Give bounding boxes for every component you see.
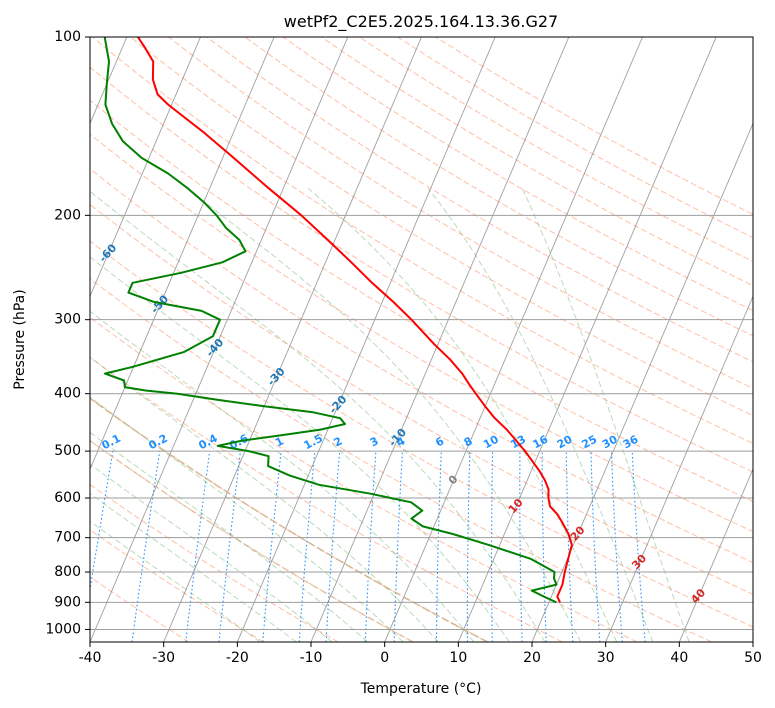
y-tick-label: 800 [54, 564, 81, 580]
mixing-ratio-label: 20 [555, 433, 575, 452]
dry-adiabat [205, 37, 753, 363]
moist-adiabat [90, 463, 333, 642]
y-tick-label: 700 [54, 530, 81, 546]
mixing-ratio-line [262, 451, 282, 642]
isotherm-line [236, 37, 496, 642]
isotherm-line [531, 122, 753, 642]
mixing-ratio-label: 36 [621, 433, 641, 452]
moist-adiabat [427, 187, 654, 642]
x-tick-label: 40 [670, 650, 688, 666]
dry-adiabat [90, 99, 753, 502]
isotherm-line [605, 295, 753, 642]
moist-adiabat [90, 190, 546, 642]
y-tick-label: 400 [54, 386, 81, 402]
temperature-line [137, 37, 573, 603]
mixing-ratio-label: 25 [580, 433, 600, 452]
x-tick-label: -30 [152, 650, 175, 666]
chart-title: wetPf2_C2E5.2025.164.13.36.G27 [284, 12, 558, 32]
dry-adiabat [320, 37, 753, 287]
moist-adiabat [186, 187, 582, 642]
dry-adiabat [90, 316, 638, 642]
x-tick-label: 30 [597, 650, 615, 666]
axes: -40 -30 -20 -10 0 10 20 30 40 50 100 200 300 400 500 60… [45, 29, 762, 666]
y-tick-label: 600 [54, 490, 81, 506]
x-tick-label: -10 [300, 650, 323, 666]
dry-adiabat [358, 37, 753, 262]
x-tick-label: 10 [449, 650, 467, 666]
mixing-ratio-line [185, 451, 211, 642]
mixing-ratio-label: 16 [531, 433, 551, 452]
x-axis-label: Temperature (°C) [360, 681, 482, 697]
mixing-ratio-label: 30 [600, 433, 620, 452]
mixing-ratio-line [218, 451, 242, 642]
x-tick-label: 50 [744, 650, 762, 666]
isotherm-line [90, 37, 201, 298]
y-tick-label: 900 [54, 594, 81, 610]
moist-adiabat [90, 431, 369, 642]
y-tick-label: 1000 [45, 621, 81, 637]
dry-adiabat [90, 66, 753, 473]
y-tick-label: 500 [54, 443, 81, 459]
mixing-ratio-line [298, 451, 316, 642]
profile-series [103, 37, 573, 604]
mixing-ratio-line [631, 451, 646, 642]
dry-adiabat [90, 240, 753, 628]
mixing-ratio-label: 10 [481, 433, 501, 452]
dry-adiabat [129, 37, 753, 417]
mixing-ratio-line [90, 451, 114, 594]
y-axis-label: Pressure (hPa) [12, 289, 28, 389]
moist-adiabat [90, 310, 475, 642]
background-lines [90, 37, 753, 642]
y-tick-label: 200 [54, 207, 81, 223]
isotherm-line [457, 37, 717, 642]
isotherm-line [384, 37, 643, 642]
dry-adiabat [244, 37, 753, 337]
dry-adiabat [90, 203, 753, 595]
plot-frame [89, 36, 754, 643]
wet-bulb-line [90, 439, 414, 642]
y-tick-label: 300 [54, 312, 81, 328]
x-tick-label: -40 [79, 650, 102, 666]
dewpoint-line [103, 37, 558, 604]
dry-adiabat [91, 37, 753, 444]
x-tick-label: -20 [226, 650, 249, 666]
isotherm-line [163, 37, 422, 642]
dry-adiabat [90, 278, 712, 642]
moist-adiabat [90, 256, 510, 642]
isotherm-line [310, 37, 570, 642]
isotherm-line [678, 467, 753, 642]
wet-bulb-line [90, 397, 488, 642]
moist-adiabat [90, 356, 439, 642]
isotherm-line [90, 37, 275, 471]
plot-area [90, 37, 753, 642]
moist-adiabat [90, 396, 404, 642]
dry-adiabat [90, 397, 488, 642]
x-tick-label: 20 [523, 650, 541, 666]
dry-adiabat [90, 483, 339, 642]
dry-adiabat [434, 37, 753, 215]
moist-adiabat [521, 187, 690, 642]
moist-adiabat [307, 187, 618, 642]
dry-adiabat [90, 168, 753, 563]
x-tick-label: 0 [380, 650, 389, 666]
y-tick-label: 100 [54, 29, 81, 45]
dry-adiabat [167, 37, 753, 389]
isotherm-line [90, 37, 349, 642]
moist-adiabat [90, 493, 297, 642]
